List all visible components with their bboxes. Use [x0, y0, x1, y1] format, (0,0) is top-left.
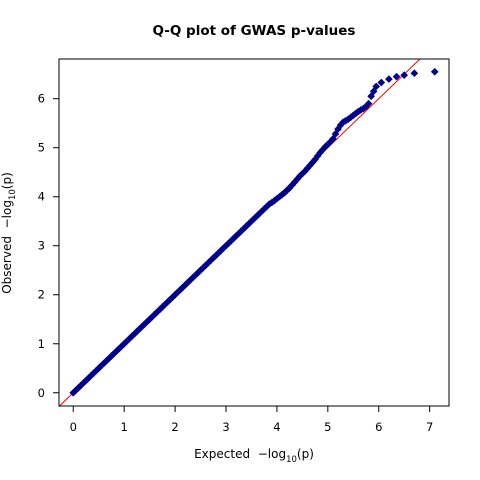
- y-tick-label: 6: [38, 92, 45, 106]
- y-axis-label-log: −log: [0, 200, 14, 228]
- x-tick-label: 4: [273, 420, 280, 434]
- y-axis-label-subscript: 10: [8, 189, 18, 200]
- y-tick-label: 1: [38, 337, 45, 351]
- x-tick-label: 2: [171, 420, 178, 434]
- x-axis-ticks: 0 1 2 3 4 5 6 7: [70, 406, 433, 434]
- data-point: [400, 71, 409, 79]
- y-tick-label: 3: [38, 239, 45, 253]
- x-axis-label-variable: (p): [297, 447, 314, 461]
- y-tick-label: 2: [38, 288, 45, 302]
- data-point: [367, 92, 375, 101]
- data-point: [410, 69, 419, 78]
- chart-title: Q-Q plot of GWAS p-values: [153, 23, 356, 39]
- data-point: [369, 87, 378, 96]
- data-point: [385, 75, 393, 83]
- data-point: [392, 72, 401, 81]
- x-tick-label: 6: [375, 420, 382, 434]
- y-tick-label: 4: [38, 190, 45, 204]
- data-point: [430, 67, 439, 76]
- x-tick-label: 3: [222, 420, 229, 434]
- x-axis-label-subscript: 10: [286, 455, 297, 465]
- data-point: [329, 135, 337, 143]
- x-axis-label-log: −log: [258, 447, 286, 461]
- y-tick-label: 0: [38, 386, 45, 400]
- y-axis-label-variable: (p): [0, 172, 14, 189]
- data-point: [364, 99, 373, 108]
- x-tick-label: 1: [121, 420, 128, 434]
- data-point: [377, 78, 386, 87]
- y-axis-ticks: 0 1 2 3 4 5 6: [38, 92, 59, 400]
- x-axis-label-prefix: Expected: [194, 447, 258, 461]
- x-tick-label: 0: [70, 420, 77, 434]
- data-point: [331, 130, 340, 138]
- x-tick-label: 7: [426, 420, 433, 434]
- data-point: [372, 82, 381, 91]
- y-tick-label: 5: [38, 141, 45, 155]
- x-tick-label: 5: [324, 420, 331, 434]
- data-points: [69, 67, 439, 397]
- y-axis-label: Observed −log10(p): [0, 172, 18, 294]
- y-axis-label-prefix: Observed: [0, 228, 14, 293]
- plot-frame: [58, 58, 450, 407]
- x-axis-label: Expected −log10(p): [194, 447, 314, 465]
